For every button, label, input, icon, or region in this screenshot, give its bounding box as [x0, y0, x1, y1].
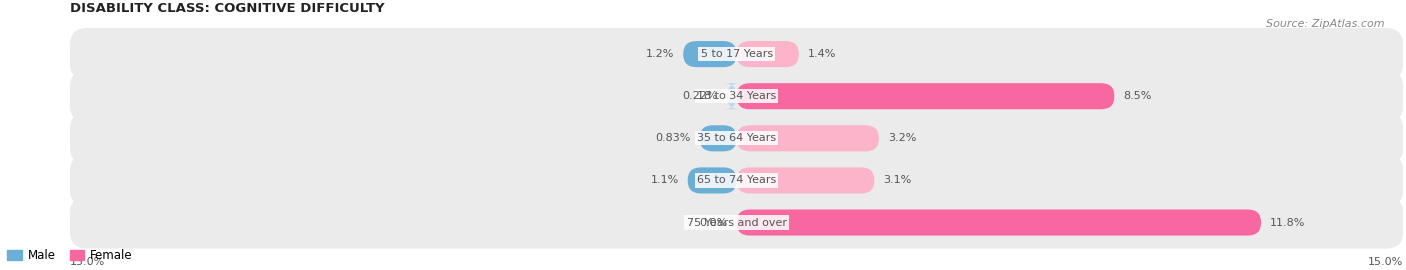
- FancyBboxPatch shape: [70, 112, 1403, 164]
- Text: 3.2%: 3.2%: [887, 133, 917, 143]
- FancyBboxPatch shape: [70, 28, 1403, 80]
- FancyBboxPatch shape: [70, 197, 1403, 249]
- FancyBboxPatch shape: [700, 125, 737, 151]
- Text: 15.0%: 15.0%: [1368, 257, 1403, 267]
- FancyBboxPatch shape: [723, 83, 740, 109]
- FancyBboxPatch shape: [737, 125, 879, 151]
- Text: 0.0%: 0.0%: [699, 218, 728, 228]
- Text: 1.4%: 1.4%: [807, 49, 837, 59]
- Text: 15.0%: 15.0%: [70, 257, 105, 267]
- Text: 18 to 34 Years: 18 to 34 Years: [697, 91, 776, 101]
- Text: Source: ZipAtlas.com: Source: ZipAtlas.com: [1267, 19, 1385, 29]
- Text: 0.22%: 0.22%: [682, 91, 718, 101]
- Text: 11.8%: 11.8%: [1270, 218, 1305, 228]
- FancyBboxPatch shape: [737, 83, 1115, 109]
- Text: 75 Years and over: 75 Years and over: [686, 218, 786, 228]
- FancyBboxPatch shape: [737, 41, 799, 67]
- FancyBboxPatch shape: [737, 210, 1261, 236]
- Legend: Male, Female: Male, Female: [3, 244, 138, 267]
- Text: 1.1%: 1.1%: [651, 176, 679, 185]
- FancyBboxPatch shape: [737, 167, 875, 194]
- Text: 8.5%: 8.5%: [1123, 91, 1152, 101]
- Text: DISABILITY CLASS: COGNITIVE DIFFICULTY: DISABILITY CLASS: COGNITIVE DIFFICULTY: [70, 2, 385, 15]
- Text: 3.1%: 3.1%: [883, 176, 911, 185]
- Text: 35 to 64 Years: 35 to 64 Years: [697, 133, 776, 143]
- Text: 0.83%: 0.83%: [655, 133, 690, 143]
- Text: 65 to 74 Years: 65 to 74 Years: [697, 176, 776, 185]
- FancyBboxPatch shape: [683, 41, 737, 67]
- FancyBboxPatch shape: [688, 167, 737, 194]
- FancyBboxPatch shape: [70, 154, 1403, 207]
- Text: 1.2%: 1.2%: [645, 49, 675, 59]
- Text: 5 to 17 Years: 5 to 17 Years: [700, 49, 773, 59]
- FancyBboxPatch shape: [70, 70, 1403, 122]
